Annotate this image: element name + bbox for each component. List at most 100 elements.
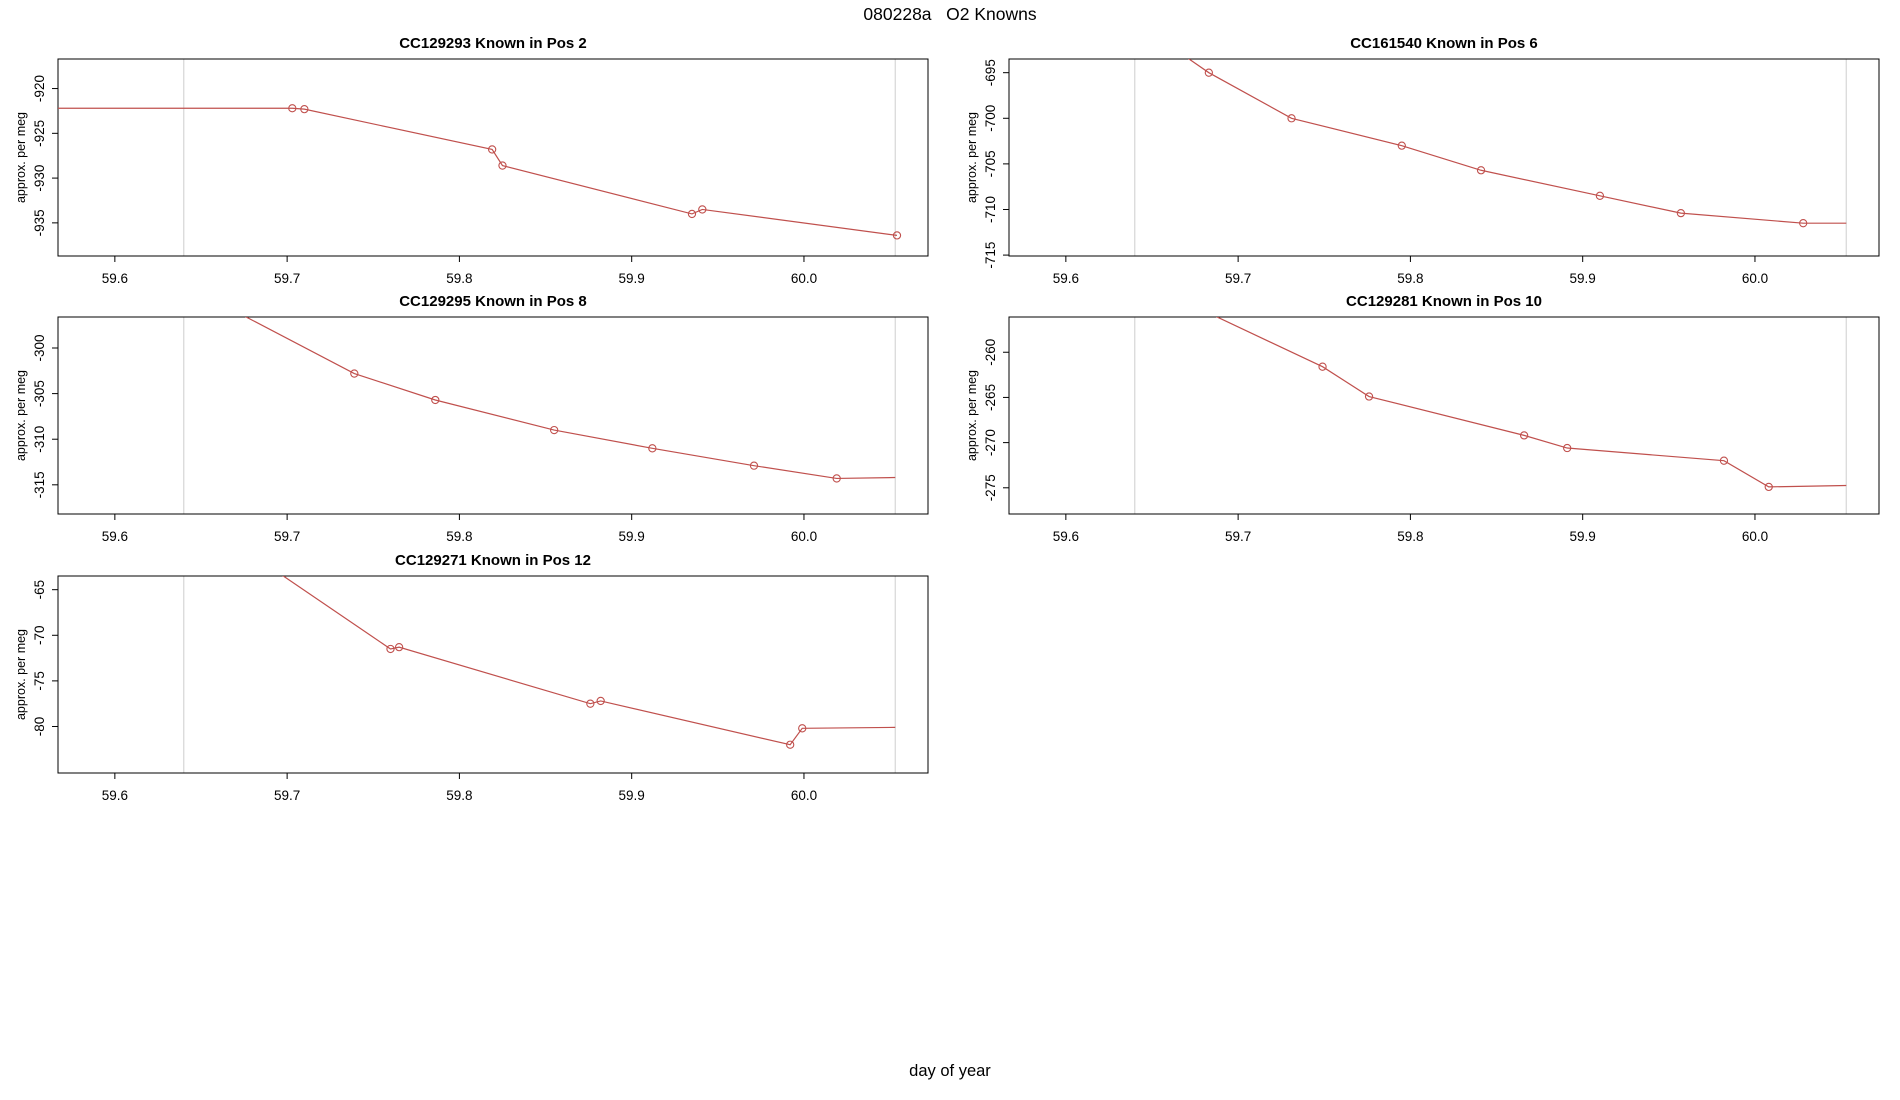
plot-box (57, 316, 929, 515)
data-point-marker (832, 474, 841, 483)
data-point-marker (892, 231, 902, 240)
data-point-marker (386, 644, 395, 654)
plot-box (57, 58, 929, 257)
data-point-marker (487, 145, 497, 154)
chart-panel-cc129271-pos12: CC129271 Known in Pos 12 59.6 59.7 59.8 59.9… (8, 546, 943, 818)
plot-svg: CC129293 Known in Pos 2 59.6 59.7 59.8 59.9 6… (14, 35, 929, 286)
panel-title: CC161540 Known in Pos 6 (1350, 35, 1538, 52)
y-axis-label: approx. per meg (14, 629, 28, 720)
chart-panel-cc161540-pos6: CC161540 Known in Pos 6 59.6 59.7 59.8 59.9 6… (959, 29, 1894, 301)
y-tick-label: -695 (983, 59, 998, 86)
y-tick-label: -80 (32, 717, 47, 737)
x-tick-label: 59.8 (1397, 271, 1423, 286)
plot-svg: CC129271 Known in Pos 12 59.6 59.7 59.8 59.9… (14, 552, 929, 803)
plot-data-group (1187, 59, 1847, 228)
x-tick-label: 59.6 (102, 788, 128, 803)
y-tick-label: -935 (32, 209, 47, 236)
x-tick-label: 59.9 (619, 271, 645, 286)
data-point-marker (550, 425, 559, 435)
data-line (244, 317, 896, 480)
data-point-marker (1287, 114, 1296, 123)
y-tick-label: -710 (983, 196, 998, 223)
data-point-marker (1719, 456, 1729, 465)
data-point-marker (1676, 208, 1686, 218)
data-point-marker (687, 209, 697, 219)
x-tick-label: 59.7 (1225, 529, 1251, 544)
x-tick-label: 59.7 (1225, 271, 1251, 286)
y-tick-label: -920 (32, 75, 47, 102)
y-tick-label: -715 (983, 242, 998, 269)
plot-box (57, 575, 929, 774)
data-point-marker (431, 395, 440, 405)
data-point-marker (1563, 443, 1572, 453)
data-line (282, 576, 896, 746)
x-tick-label: 59.8 (446, 529, 472, 544)
data-point-marker (1397, 141, 1406, 150)
data-line (58, 107, 898, 236)
data-point-marker (394, 642, 404, 652)
x-tick-label: 60.0 (1742, 529, 1768, 544)
plot-data-group (58, 104, 902, 240)
plot-box (1008, 58, 1880, 257)
data-point-marker (1799, 219, 1808, 228)
x-axis-label: day of year (909, 1062, 991, 1080)
x-tick-label: 59.7 (274, 788, 300, 803)
panel-title: CC129295 Known in Pos 8 (399, 293, 587, 310)
data-point-marker (350, 369, 359, 378)
plot-data-group (282, 576, 896, 749)
y-tick-label: -305 (32, 380, 47, 407)
y-axis-label: approx. per meg (965, 370, 979, 461)
y-tick-label: -275 (983, 474, 998, 501)
y-axis-label: approx. per meg (14, 370, 28, 461)
x-tick-label: 59.9 (1570, 529, 1596, 544)
y-tick-label: -65 (32, 580, 47, 600)
data-point-marker (596, 696, 605, 706)
data-line (1215, 317, 1847, 488)
y-tick-label: -75 (32, 671, 47, 691)
data-point-marker (749, 461, 759, 470)
panel-title: CC129271 Known in Pos 12 (395, 552, 591, 569)
plot-box (1008, 316, 1880, 515)
data-point-marker (288, 104, 297, 113)
chart-panel-cc129293-pos2: CC129293 Known in Pos 2 59.6 59.7 59.8 59.9 6… (8, 29, 943, 301)
x-tick-label: 59.6 (102, 271, 128, 286)
plot-data-group (1215, 317, 1847, 492)
x-tick-label: 59.6 (102, 529, 128, 544)
data-point-marker (1764, 482, 1773, 492)
x-tick-label: 59.6 (1053, 529, 1079, 544)
x-tick-label: 59.8 (1397, 529, 1423, 544)
data-point-marker (1204, 68, 1213, 77)
data-point-marker (1476, 166, 1486, 175)
data-point-marker (300, 104, 309, 114)
data-point-marker (648, 444, 657, 453)
y-tick-label: -315 (32, 471, 47, 498)
x-tick-label: 59.8 (446, 271, 472, 286)
chart-panel-cc129281-pos10: CC129281 Known in Pos 10 59.6 59.7 59.8 59.9… (959, 287, 1894, 559)
data-point-marker (1364, 392, 1374, 401)
x-tick-label: 60.0 (1742, 271, 1768, 286)
x-tick-label: 59.9 (1570, 271, 1596, 286)
data-point-marker (786, 740, 795, 749)
chart-panel-cc129295-pos8: CC129295 Known in Pos 8 59.6 59.7 59.8 59.9 6… (8, 287, 943, 559)
x-tick-label: 59.9 (619, 529, 645, 544)
x-tick-label: 59.7 (274, 529, 300, 544)
data-point-marker (1519, 431, 1529, 440)
data-line (1187, 59, 1847, 224)
x-tick-label: 60.0 (791, 529, 817, 544)
plot-svg: CC129281 Known in Pos 10 59.6 59.7 59.8 59.9… (965, 293, 1880, 544)
x-tick-label: 59.8 (446, 788, 472, 803)
figure-title: 080228a O2 Knowns (863, 4, 1037, 24)
data-point-marker (1595, 191, 1605, 200)
y-tick-label: -310 (32, 426, 47, 453)
plot-svg: CC161540 Known in Pos 6 59.6 59.7 59.8 59.9 6… (965, 35, 1880, 286)
data-point-marker (498, 161, 507, 170)
x-tick-label: 59.7 (274, 271, 300, 286)
plot-svg: CC129295 Known in Pos 8 59.6 59.7 59.8 59.9 6… (14, 293, 929, 544)
x-tick-label: 60.0 (791, 788, 817, 803)
y-tick-label: -265 (983, 384, 998, 411)
y-axis-label: approx. per meg (965, 112, 979, 203)
panel-title: CC129281 Known in Pos 10 (1346, 293, 1542, 310)
plot-data-group (244, 317, 896, 483)
y-axis-label: approx. per meg (14, 112, 28, 203)
